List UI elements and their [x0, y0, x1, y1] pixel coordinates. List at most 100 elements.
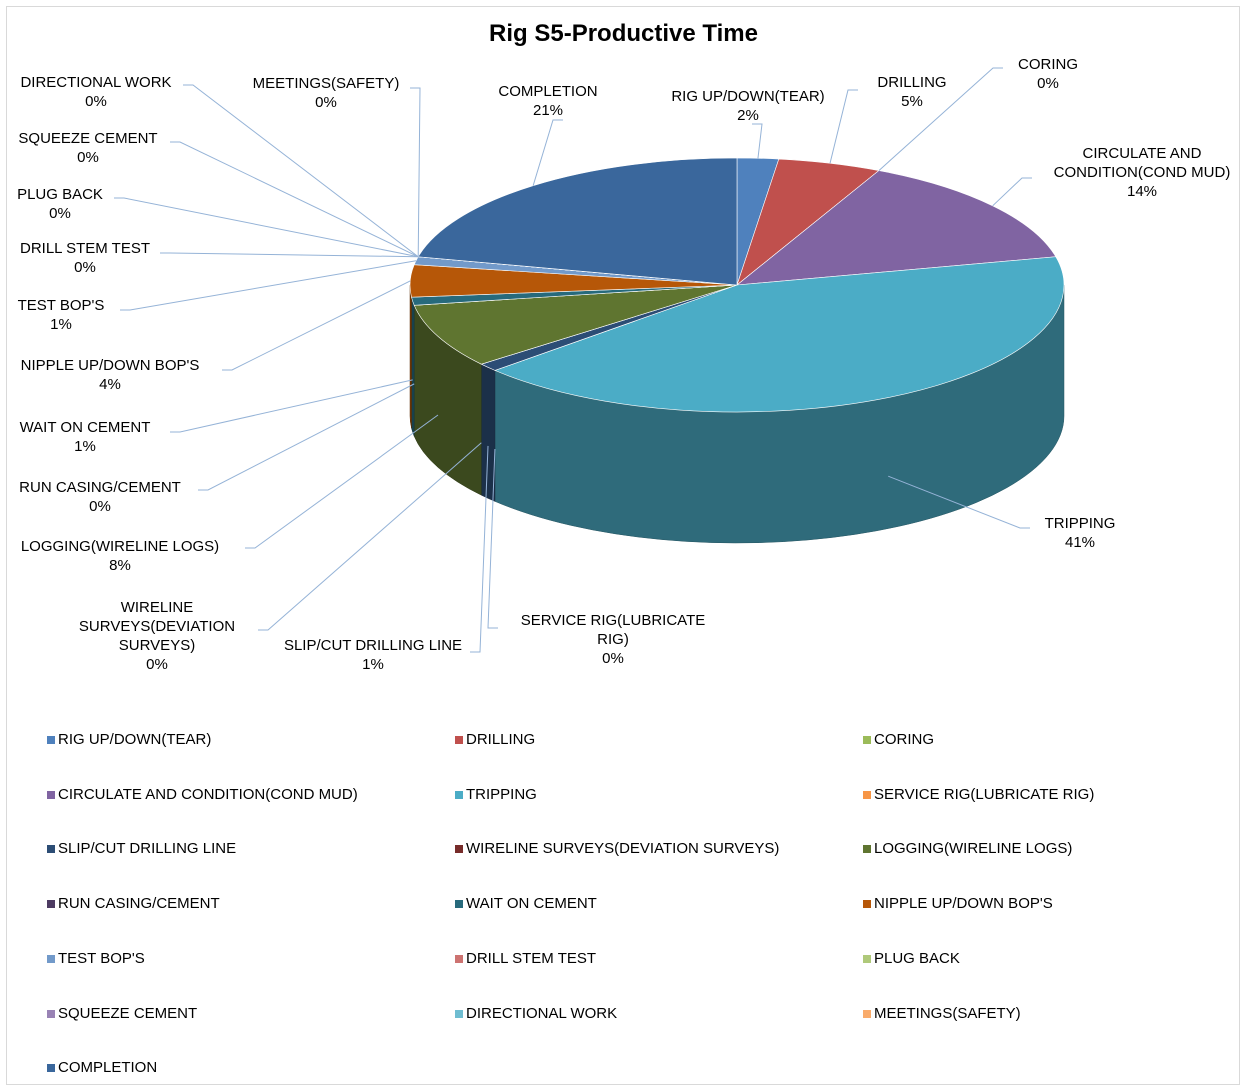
- legend-swatch: [863, 845, 871, 854]
- data-label-value: 4%: [99, 376, 121, 393]
- legend-label: MEETINGS(SAFETY): [874, 1004, 1021, 1022]
- leader-line: [114, 197, 419, 258]
- leader-line: [120, 260, 417, 311]
- leader-line: [258, 442, 482, 631]
- leader-line: [888, 475, 1030, 529]
- data-label-value: 0%: [85, 93, 107, 110]
- legend-swatch: [47, 845, 55, 854]
- legend-swatch: [455, 1009, 463, 1018]
- data-label-value: 8%: [109, 557, 131, 574]
- data-label-value: 0%: [74, 259, 96, 276]
- data-label-value: 0%: [77, 149, 99, 166]
- leader-line: [487, 448, 498, 629]
- data-label-name: TRIPPING: [1044, 515, 1116, 532]
- data-label-name: MEETINGS(SAFETY): [252, 75, 400, 92]
- leader-line: [170, 141, 419, 258]
- data-label-value: 1%: [74, 438, 96, 455]
- data-label-value: 1%: [362, 656, 384, 673]
- data-label-value: 0%: [146, 656, 168, 673]
- data-label-value: 0%: [1037, 75, 1059, 92]
- data-label-name: RUN CASING/CEMENT: [19, 479, 181, 496]
- legend-label: SLIP/CUT DRILLING LINE: [58, 840, 237, 858]
- slice: [494, 256, 1065, 413]
- data-label-value: 0%: [315, 94, 337, 111]
- legend-swatch: [455, 790, 463, 799]
- legend-swatch: [47, 736, 55, 744]
- legend-label: RUN CASING/CEMENT: [58, 895, 220, 913]
- legend-label: SQUEEZE CEMENT: [58, 1004, 198, 1022]
- legend-swatch: [863, 790, 871, 799]
- data-label-name: WAIT ON CEMENT: [19, 419, 151, 436]
- data-label-name: TEST BOP'S: [17, 297, 105, 314]
- data-label-name: DIRECTIONAL WORK: [20, 74, 172, 91]
- legend-label: LOGGING(WIRELINE LOGS): [874, 840, 1073, 858]
- legend-swatch: [455, 845, 463, 854]
- legend-swatch: [863, 1009, 871, 1018]
- data-label-value: 14%: [1126, 183, 1158, 200]
- legend-label: RIG UP/DOWN(TEAR): [58, 731, 212, 748]
- leader-line: [532, 119, 563, 186]
- data-label-name: SERVICE RIG(LUBRICATE RIG): [520, 612, 706, 648]
- legend-swatch: [863, 900, 871, 909]
- leader-line: [183, 84, 419, 258]
- leader-line: [410, 87, 421, 257]
- data-label-name: COMPLETION: [498, 83, 598, 100]
- leader-line: [245, 414, 439, 549]
- chart-title: Rig S5-Productive Time: [489, 20, 758, 47]
- data-label-value: 41%: [1064, 534, 1096, 551]
- slice-side: [409, 284, 412, 429]
- legend-label: DRILLING: [466, 731, 536, 748]
- leader-line: [829, 89, 858, 164]
- data-label-name: RIG UP/DOWN(TEAR): [671, 88, 825, 105]
- leader-line: [470, 445, 489, 653]
- legend-swatch: [863, 736, 871, 744]
- legend-label: CIRCULATE AND CONDITION(COND MUD): [58, 785, 358, 803]
- legend-swatch: [47, 1009, 55, 1018]
- legend-swatch: [47, 790, 55, 799]
- data-label-value: 2%: [737, 107, 759, 124]
- legend-swatch: [47, 900, 55, 909]
- leader-line: [992, 177, 1032, 207]
- slice-side: [481, 363, 496, 502]
- leader-line: [752, 123, 763, 159]
- legend-label: CORING: [874, 731, 934, 748]
- leader-line: [222, 280, 411, 371]
- legend-label: DIRECTIONAL WORK: [466, 1004, 618, 1022]
- legend-label: COMPLETION: [58, 1059, 158, 1077]
- data-label-name: SQUEEZE CEMENT: [18, 130, 158, 147]
- legend-label: WAIT ON CEMENT: [466, 895, 597, 913]
- legend-swatch: [455, 900, 463, 909]
- legend-label: DRILL STEM TEST: [466, 949, 597, 967]
- data-label-value: 21%: [532, 102, 564, 119]
- legend-swatch: [863, 954, 871, 963]
- data-label-value: 0%: [49, 205, 71, 222]
- data-label-value: 5%: [901, 93, 923, 110]
- legend-label: SERVICE RIG(LUBRICATE RIG): [874, 785, 1095, 803]
- data-label-name: PLUG BACK: [17, 186, 103, 203]
- data-label-value: 1%: [50, 316, 72, 333]
- leader-line: [878, 67, 1003, 171]
- legend-label: TRIPPING: [466, 785, 537, 803]
- data-label-name: NIPPLE UP/DOWN BOP'S: [20, 357, 200, 374]
- legend-label: PLUG BACK: [874, 949, 960, 967]
- legend-swatch: [47, 1064, 55, 1073]
- data-label-name: DRILL STEM TEST: [19, 240, 151, 257]
- data-label-name: DRILLING: [877, 74, 947, 91]
- leader-line: [198, 383, 415, 491]
- slice-side: [411, 297, 415, 437]
- legend-swatch: [455, 736, 463, 744]
- legend-label: NIPPLE UP/DOWN BOP'S: [874, 895, 1053, 913]
- data-label-name: WIRELINE SURVEYS(DEVIATION SURVEYS): [78, 599, 236, 654]
- leader-line: [170, 379, 413, 433]
- data-label-value: 0%: [602, 650, 624, 667]
- legend-label: WIRELINE SURVEYS(DEVIATION SURVEYS): [466, 840, 780, 858]
- data-label-name: CIRCULATE AND CONDITION(COND MUD): [1053, 145, 1231, 181]
- data-label-value: 0%: [89, 498, 111, 515]
- slice: [417, 157, 738, 286]
- data-label-name: SLIP/CUT DRILLING LINE: [283, 637, 463, 654]
- legend-swatch: [47, 954, 55, 963]
- data-label-name: LOGGING(WIRELINE LOGS): [20, 538, 220, 555]
- legend-label: TEST BOP'S: [58, 949, 145, 967]
- leader-line: [160, 252, 419, 258]
